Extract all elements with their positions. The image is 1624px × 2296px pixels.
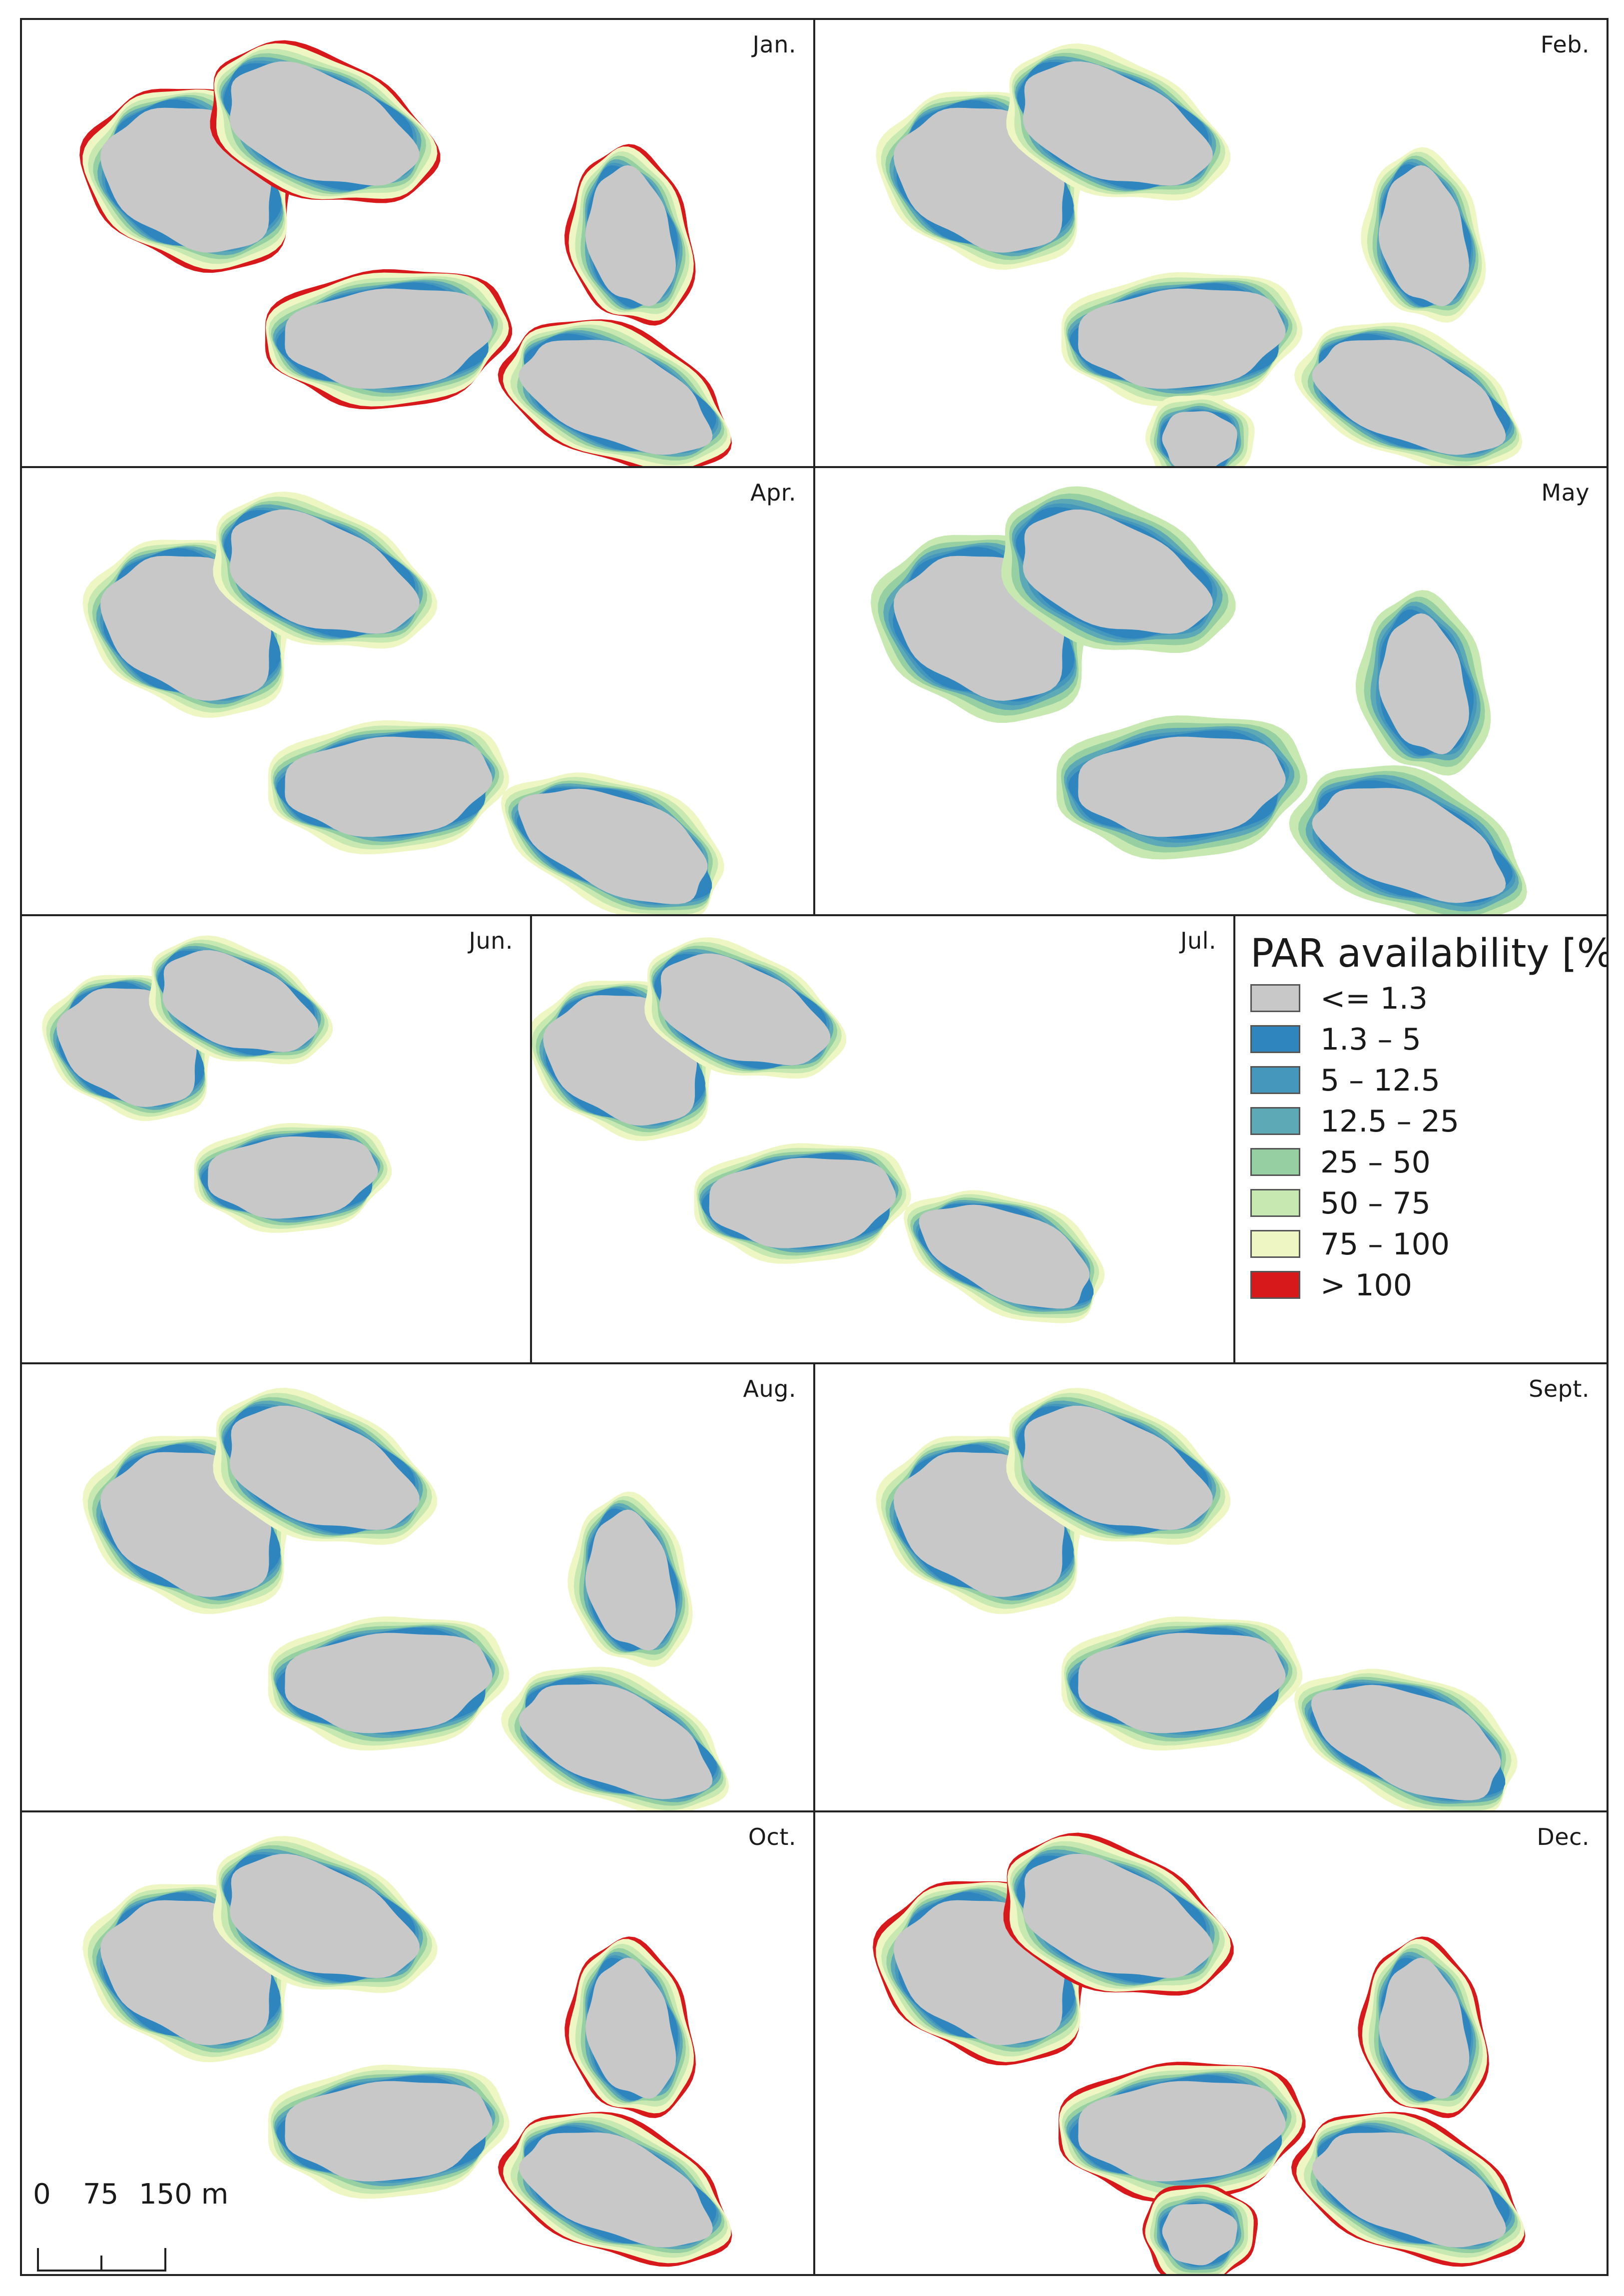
lake-deep-zone: [1312, 788, 1506, 903]
map-panel-may: May: [813, 466, 1609, 916]
lake-deep-zone: [709, 1157, 896, 1248]
lake-deep-zone: [1023, 509, 1213, 634]
month-label: Sept.: [1529, 1375, 1590, 1402]
lake-deep-zone: [585, 165, 676, 306]
legend-label: 50 – 75: [1320, 1186, 1431, 1221]
lake-deep-zone: [1311, 1685, 1501, 1800]
lake-deep-zone: [285, 288, 493, 389]
legend-label: 1.3 – 5: [1320, 1022, 1421, 1057]
lake-deep-zone: [285, 736, 493, 837]
lake-deep-zone: [519, 340, 713, 455]
lake-deep-zone: [585, 1509, 676, 1651]
month-label: Apr.: [750, 479, 796, 506]
lake-deep-zone: [208, 1136, 378, 1219]
lake-deep-zone: [518, 788, 708, 904]
legend-panel: PAR availability [%] <= 1.3 1.3 – 5 5 – …: [1233, 914, 1609, 1364]
lake-deep-zone: [1379, 1957, 1470, 2099]
legend-swatch: [1250, 984, 1300, 1012]
lake-deep-zone: [1023, 61, 1213, 186]
month-label: Jul.: [1180, 927, 1216, 954]
lake-deep-zone: [1023, 1405, 1213, 1530]
lake-deep-zone: [1023, 1853, 1213, 1978]
lake-deep-zone: [519, 1684, 713, 1799]
legend-swatch: [1250, 1107, 1300, 1135]
lake-map: [873, 1832, 1526, 2274]
map-panel-feb: Feb.: [813, 18, 1609, 468]
scale-label-150: 150 m: [139, 2178, 229, 2211]
lake-map: [82, 1387, 729, 1810]
legend-item: > 100: [1250, 1268, 1600, 1304]
month-label: Oct.: [748, 1823, 796, 1850]
scale-bar-ticks: [37, 2248, 166, 2272]
lake-deep-zone: [285, 1633, 493, 1733]
month-label: Jun.: [469, 927, 513, 954]
lake-map: [42, 935, 392, 1233]
month-label: May: [1541, 479, 1590, 506]
lake-map: [871, 486, 1527, 914]
lake-deep-zone: [285, 2081, 493, 2182]
lake-deep-zone: [659, 953, 831, 1066]
lake-map: [82, 491, 724, 914]
lake-deep-zone: [1162, 411, 1237, 466]
map-panel-jan: Jan.: [20, 18, 815, 468]
legend-item: 25 – 50: [1250, 1145, 1600, 1181]
map-panel-sept: Sept.: [813, 1362, 1609, 1812]
month-label: Aug.: [743, 1375, 796, 1402]
month-label: Feb.: [1540, 31, 1590, 58]
lake-deep-zone: [519, 2132, 713, 2248]
lake-deep-zone: [229, 1405, 420, 1530]
lake-deep-zone: [229, 509, 420, 634]
lake-map: [532, 937, 1105, 1323]
lake-map: [79, 40, 732, 466]
map-panel-jul: Jul.: [530, 914, 1235, 1364]
lake-deep-zone: [229, 61, 420, 186]
lake-deep-zone: [1162, 2204, 1238, 2266]
lake-map: [82, 1835, 732, 2267]
lake-deep-zone: [1378, 165, 1469, 306]
legend-swatch: [1250, 1189, 1300, 1217]
map-panel-dec: Dec.: [813, 1810, 1609, 2276]
month-label: Jan.: [752, 31, 796, 58]
lake-deep-zone: [1378, 613, 1469, 754]
legend-label: > 100: [1320, 1268, 1412, 1303]
lake-deep-zone: [919, 1204, 1090, 1309]
legend-label: 12.5 – 25: [1320, 1104, 1460, 1139]
legend-item: 75 – 100: [1250, 1227, 1600, 1263]
scale-label-75: 75: [83, 2178, 119, 2211]
legend-label: 75 – 100: [1320, 1227, 1450, 1262]
lake-deep-zone: [1078, 2081, 1286, 2182]
legend-swatch: [1250, 1066, 1300, 1094]
map-panel-oct: Oct.: [20, 1810, 815, 2276]
legend-label: 5 – 12.5: [1320, 1063, 1440, 1098]
legend-item: <= 1.3: [1250, 981, 1600, 1017]
map-panel-jun: Jun.: [20, 914, 532, 1364]
legend-swatch: [1250, 1148, 1300, 1176]
legend-swatch: [1250, 1230, 1300, 1258]
legend-label: 25 – 50: [1320, 1145, 1431, 1180]
legend-swatch: [1250, 1271, 1300, 1299]
map-panel-apr: Apr.: [20, 466, 815, 916]
month-label: Dec.: [1537, 1823, 1590, 1850]
lake-map: [876, 43, 1523, 466]
lake-deep-zone: [162, 950, 319, 1052]
legend-item: 12.5 – 25: [1250, 1104, 1600, 1140]
legend-title: PAR availability [%]: [1250, 931, 1609, 976]
legend-item: 50 – 75: [1250, 1186, 1600, 1222]
lake-deep-zone: [1312, 340, 1506, 455]
lake-deep-zone: [585, 1957, 676, 2099]
legend-swatch: [1250, 1025, 1300, 1053]
scale-bar: 0 75 150 m: [33, 2178, 233, 2273]
lake-deep-zone: [1078, 1633, 1286, 1733]
lake-deep-zone: [1312, 2132, 1506, 2248]
lake-deep-zone: [229, 1853, 420, 1978]
legend-item: 5 – 12.5: [1250, 1063, 1600, 1099]
lake-deep-zone: [1078, 736, 1286, 837]
lake-map: [876, 1387, 1518, 1810]
map-panel-aug: Aug.: [20, 1362, 815, 1812]
legend-item: 1.3 – 5: [1250, 1022, 1600, 1058]
scale-label-0: 0: [33, 2178, 51, 2211]
lake-deep-zone: [1078, 288, 1286, 389]
legend-label: <= 1.3: [1320, 981, 1428, 1016]
